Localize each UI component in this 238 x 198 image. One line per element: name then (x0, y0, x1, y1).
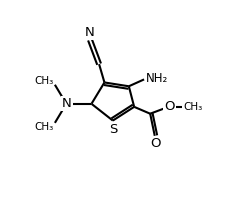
Text: CH₃: CH₃ (184, 102, 203, 111)
Text: S: S (109, 123, 118, 136)
Text: N: N (62, 97, 72, 110)
Text: CH₃: CH₃ (34, 122, 53, 132)
Text: O: O (164, 100, 174, 113)
Text: O: O (150, 137, 161, 150)
Text: NH₂: NH₂ (146, 72, 168, 85)
Text: CH₃: CH₃ (34, 76, 53, 86)
Text: N: N (84, 26, 94, 39)
